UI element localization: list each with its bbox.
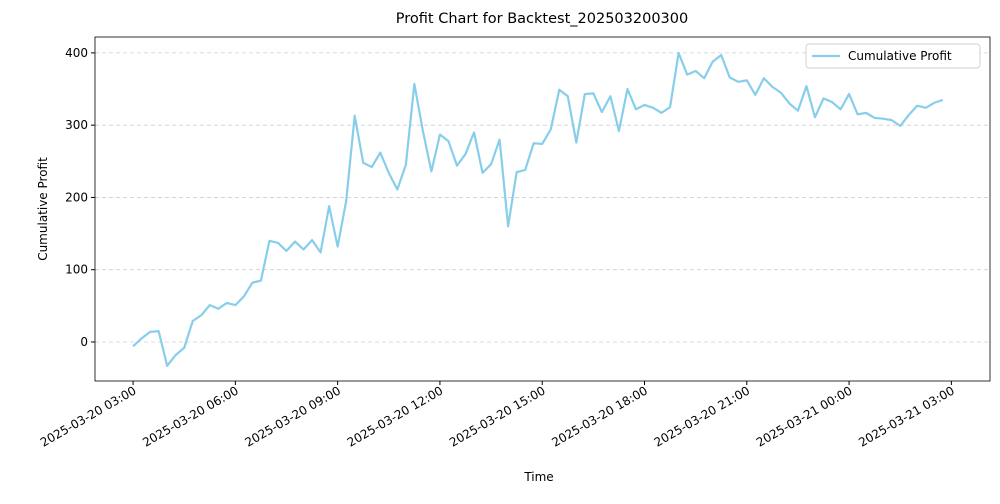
- x-tick-label: 2025-03-20 06:00: [140, 383, 241, 449]
- x-tick-label: 2025-03-21 00:00: [754, 383, 855, 449]
- x-tick-label: 2025-03-20 18:00: [549, 383, 650, 449]
- y-tick-label: 400: [65, 46, 88, 60]
- y-tick-label: 200: [65, 190, 88, 204]
- y-tick-label: 0: [80, 335, 88, 349]
- x-tick-label: 2025-03-20 12:00: [345, 383, 446, 449]
- chart-title: Profit Chart for Backtest_202503200300: [396, 11, 688, 27]
- plot-frame: [94, 36, 991, 382]
- x-tick-label: 2025-03-21 03:00: [856, 383, 957, 449]
- y-tick-label: 300: [65, 118, 88, 132]
- legend-label: Cumulative Profit: [848, 49, 952, 63]
- legend-box: [805, 43, 981, 69]
- profit-line: [132, 51, 944, 367]
- y-axis-label: Cumulative Profit: [36, 157, 50, 261]
- x-tick-label: 2025-03-20 03:00: [38, 383, 139, 449]
- x-tick-label: 2025-03-20 21:00: [652, 383, 753, 449]
- x-tick-label: 2025-03-20 09:00: [242, 383, 343, 449]
- x-axis-label: Time: [523, 470, 553, 484]
- x-tick-label: 2025-03-20 15:00: [447, 383, 548, 449]
- y-tick-label: 100: [65, 263, 88, 277]
